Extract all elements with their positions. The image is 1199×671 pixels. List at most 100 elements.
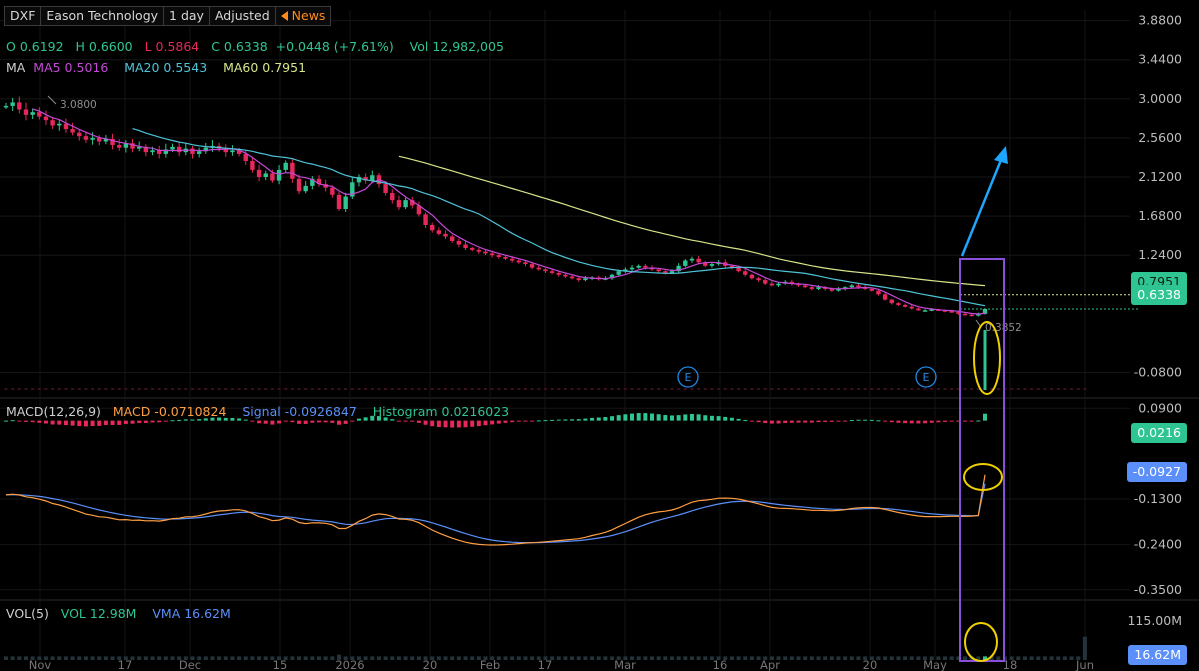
candle-body	[696, 258, 701, 263]
price-volume-bar	[57, 388, 61, 390]
price-volume-bar	[470, 388, 474, 390]
candle-body	[563, 274, 568, 277]
volume-bar	[803, 656, 808, 660]
candle-body	[489, 253, 495, 256]
volume-bar	[956, 656, 961, 660]
annotation-oval-vol	[964, 622, 998, 662]
volume-bar	[909, 656, 914, 660]
volume-bar	[416, 656, 421, 660]
candle-body	[170, 146, 175, 150]
volume-bar	[769, 656, 774, 660]
volume-bar	[310, 656, 315, 660]
histogram-bar	[636, 413, 641, 421]
price-volume-bar	[870, 388, 874, 390]
histogram-bar	[969, 420, 974, 422]
candle-body	[942, 310, 948, 312]
interval-selector[interactable]: 1 day	[163, 6, 210, 26]
price-volume-bar	[557, 388, 561, 390]
volume-bar	[197, 656, 202, 660]
symbol-chip[interactable]: DXF	[4, 6, 42, 26]
price-volume-bar	[344, 388, 348, 390]
price-volume-bar	[310, 388, 314, 390]
vol-value: VOL 12.98M	[60, 606, 137, 621]
price-volume-bar	[1083, 388, 1087, 390]
volume-bar	[683, 656, 688, 660]
volume-bar	[1056, 656, 1061, 660]
price-volume-bar	[1076, 388, 1080, 390]
histogram-bar	[610, 416, 615, 421]
histogram-bar	[117, 420, 122, 425]
price-volume-bar	[956, 388, 960, 390]
open-value: 0.6192	[19, 39, 64, 54]
histogram-bar	[956, 420, 961, 422]
candle-body	[416, 205, 422, 215]
volume-bar	[843, 656, 848, 660]
volume-bar	[703, 656, 708, 660]
volume-bar	[150, 656, 155, 660]
volume-label: Vol	[409, 39, 429, 54]
histogram-bar	[683, 414, 688, 421]
price-volume-bar	[577, 388, 581, 390]
price-volume-bar	[184, 388, 188, 390]
price-volume-bar	[330, 388, 334, 390]
vol-label: VOL(5)	[6, 606, 49, 621]
price-volume-bar	[497, 388, 501, 390]
candle-body	[256, 169, 262, 178]
histogram-bar	[550, 419, 555, 421]
x-axis-tick: Apr	[760, 658, 780, 671]
price-volume-bar	[963, 388, 967, 390]
price-volume-bar	[437, 388, 441, 390]
volume-bar	[743, 656, 748, 660]
volume-bar	[230, 656, 235, 660]
candle-body	[296, 178, 302, 192]
news-label: News	[291, 8, 326, 23]
adjust-selector[interactable]: Adjusted	[208, 6, 276, 26]
volume-bar	[383, 656, 388, 660]
volume-bar	[336, 654, 341, 660]
macd-value: MACD -0.0710824	[112, 404, 227, 419]
histogram-bar	[536, 420, 541, 422]
volume-bar	[676, 656, 681, 660]
price-volume-bar	[770, 388, 774, 390]
price-volume-bar	[217, 388, 221, 390]
price-volume-bar	[503, 388, 507, 390]
ma5-value: MA5 0.5016	[33, 60, 109, 75]
price-volume-bar	[4, 388, 8, 390]
candle-body	[549, 271, 555, 273]
price-volume-bar	[264, 388, 268, 390]
volume-bar	[297, 656, 302, 660]
histogram-bar	[297, 420, 302, 424]
histogram-bar	[663, 415, 668, 421]
histogram-bar	[709, 415, 714, 421]
price-volume-bar	[637, 388, 641, 390]
volume-bar	[130, 656, 135, 660]
price-volume-bar	[523, 388, 527, 390]
company-name-chip[interactable]: Eason Technology	[40, 6, 165, 26]
volume-bar	[736, 656, 741, 660]
histogram-bar	[523, 420, 528, 422]
volume-bar	[856, 656, 861, 660]
price-volume-bar	[64, 388, 68, 390]
histogram-bar	[416, 420, 421, 423]
macd-axis-tick: 0.0900	[1138, 400, 1182, 415]
volume-bar	[503, 656, 508, 660]
histogram-bar	[396, 420, 401, 422]
candle-body	[856, 285, 861, 288]
price-volume-bar	[17, 388, 21, 390]
volume-bar	[556, 656, 561, 660]
histogram-bar	[363, 417, 368, 421]
volume-bar	[283, 656, 288, 660]
volume-bar	[4, 656, 8, 660]
news-button[interactable]: News	[274, 6, 332, 26]
price-volume-bar	[144, 388, 148, 390]
histogram-bar	[77, 420, 82, 427]
histogram-bar	[436, 420, 441, 428]
candle-body	[962, 313, 968, 316]
histogram-bar	[736, 418, 741, 421]
toolbar: DXF Eason Technology 1 day Adjusted News	[0, 6, 332, 26]
histogram-bar	[556, 419, 561, 421]
histogram-bar	[30, 420, 35, 423]
price-volume-bar	[916, 388, 920, 390]
volume-bar	[523, 656, 528, 660]
